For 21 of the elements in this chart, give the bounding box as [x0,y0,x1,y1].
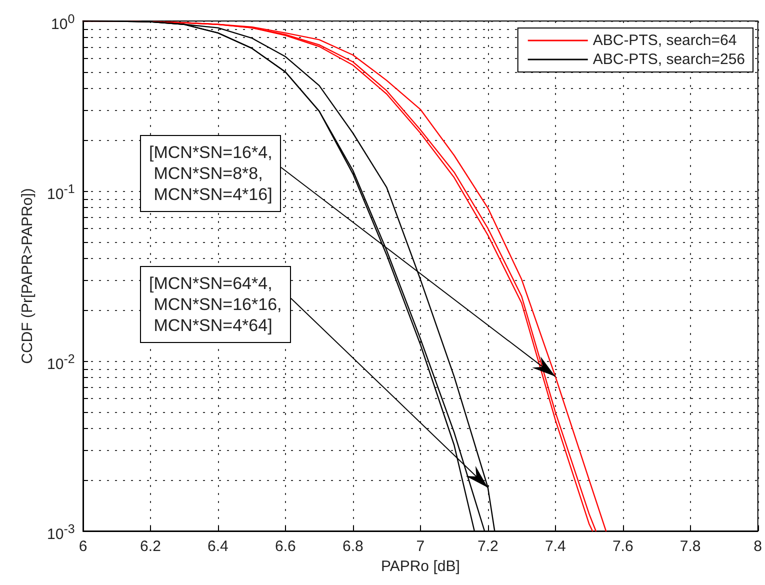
legend-label: ABC-PTS, search=256 [592,51,746,68]
y-tick-label: 10$^{0}$ [51,11,75,34]
legend-label: ABC-PTS, search=64 [592,32,737,49]
x-axis-title: PAPRo [dB] [380,558,460,575]
y-tick-label: 10$^{-3}$ [47,521,75,544]
x-tick-label: 6.8 [342,538,364,555]
y-axis-title: CCDF (Pr[PAPR>PAPRo]) [19,188,36,364]
x-tick-label: 7.4 [544,538,566,555]
annotation: [MCN*SN=64*4, MCN*SN=16*16, MCN*SN=4*64] [140,266,291,343]
x-tick-label: 6.6 [275,538,296,555]
x-tick-label: 7 [416,538,425,555]
annotation: [MCN*SN=16*4, MCN*SN=8*8, MCN*SN=4*16] [140,135,282,212]
x-tick-label: 6 [78,538,88,555]
x-tick-label: 7.6 [612,538,634,555]
x-tick-label: 6.4 [208,538,228,555]
x-tick-label: 7.2 [477,538,498,555]
y-tick-label: 10$^{-2}$ [47,351,75,374]
x-tick-label: 8 [754,538,762,555]
x-tick-label: 6.2 [140,538,161,555]
y-tick-label: 10$^{-1}$ [47,181,75,204]
x-tick-label: 7.8 [680,538,701,555]
